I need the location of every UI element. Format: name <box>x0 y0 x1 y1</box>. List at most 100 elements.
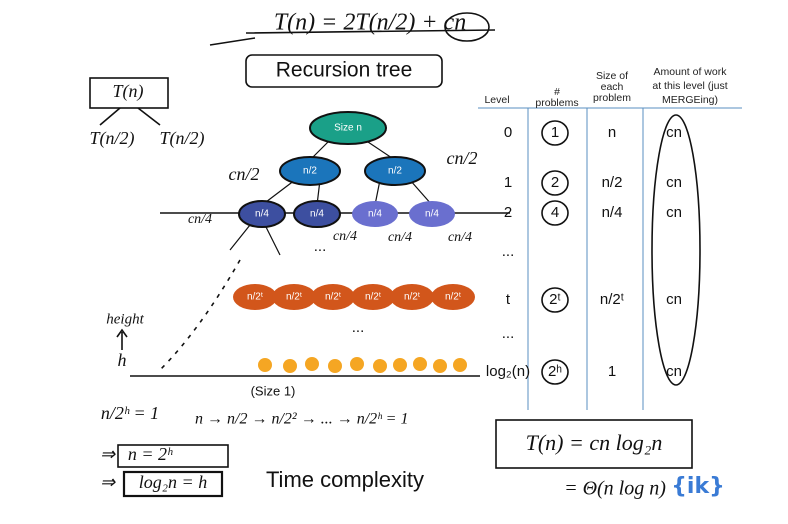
cost-note: cn/2 <box>447 148 478 168</box>
root-box <box>89 77 169 109</box>
tree-node <box>390 284 434 310</box>
column-header: Level <box>484 94 509 106</box>
node-label: n/2ᵗ <box>404 292 420 303</box>
table-cell: log₂(n) <box>486 363 530 380</box>
derivation: log₂n = h <box>139 472 207 492</box>
table-cell: n/4 <box>602 204 623 221</box>
height-arrow <box>116 328 128 350</box>
root-note: T(n) <box>113 81 144 102</box>
tree-node <box>293 200 341 228</box>
table-cell: cn <box>666 291 682 308</box>
table-cell: t <box>506 291 511 308</box>
implies: ⇒ <box>100 444 116 464</box>
tree-node <box>409 201 455 227</box>
cost-note: cn/4 <box>388 230 412 245</box>
cost-note: cn/4 <box>188 212 212 227</box>
tree-edges <box>229 139 433 256</box>
cell-circle <box>541 170 569 196</box>
cell-circle <box>541 287 569 313</box>
implies: ⇒ <box>100 472 116 492</box>
tree-node <box>238 200 286 228</box>
height-label: height <box>106 311 144 327</box>
column-header: Size of each problem <box>593 70 631 104</box>
tree-node <box>311 284 355 310</box>
node-label: n/4 <box>368 209 382 220</box>
tree-node <box>309 111 387 145</box>
tree-node <box>364 156 426 186</box>
table-cell: cn <box>666 363 682 380</box>
leaf-node <box>413 357 427 371</box>
logo: {ik} <box>671 474 725 499</box>
table-cell: 0 <box>504 124 512 141</box>
leaf-node <box>350 357 364 371</box>
table-cell: 1 <box>504 174 512 191</box>
cell-circle <box>541 200 569 226</box>
node-label: n/4 <box>425 209 439 220</box>
node-label: n/2 <box>303 166 317 177</box>
node-label: n/2ᵗ <box>325 292 341 303</box>
leaf-note: (Size 1) <box>251 383 296 398</box>
child-note: T(n/2) <box>160 128 205 149</box>
tree-node <box>233 284 277 310</box>
table-cell: 2ʰ <box>548 363 562 380</box>
leaf-node <box>393 358 407 372</box>
dots: ... <box>352 319 365 336</box>
leaf-node <box>453 358 467 372</box>
cell-circle <box>541 359 569 385</box>
table-cell: ... <box>502 325 515 342</box>
node-label: n/2ᵗ <box>247 292 263 303</box>
node-label: n/2ᵗ <box>445 292 461 303</box>
leaf-node <box>258 358 272 372</box>
derivation: n = 2ʰ <box>128 444 173 464</box>
table-cell: 1 <box>608 363 616 380</box>
result-line: = Θ(n log n) <box>564 478 666 500</box>
dots: ... <box>314 238 327 255</box>
table-cell: 2 <box>551 174 559 191</box>
leaf-node <box>305 357 319 371</box>
h-label: h <box>118 350 127 370</box>
node-label: n/2ᵗ <box>286 292 302 303</box>
result-heading: Time complexity <box>266 467 424 492</box>
leaf-node <box>328 359 342 373</box>
title-underline <box>209 29 496 46</box>
leaf-node <box>283 359 297 373</box>
table-cell: 2 <box>504 204 512 221</box>
table-cell: ... <box>502 243 515 260</box>
derivation-box <box>117 444 229 468</box>
note-branches <box>99 107 161 126</box>
node-label: n/2ᵗ <box>365 292 381 303</box>
table-cell: cn <box>666 204 682 221</box>
cost-note: cn/4 <box>448 230 472 245</box>
column-header: Amount of work at this level (just MERGEin… <box>652 66 727 106</box>
cost-note: cn/2 <box>229 164 260 184</box>
subtitle: Recursion tree <box>276 59 413 82</box>
child-note: T(n/2) <box>90 128 135 149</box>
work-loop <box>651 114 701 386</box>
node-label: n/4 <box>310 209 324 220</box>
leaf-node <box>433 359 447 373</box>
tree-node <box>272 284 316 310</box>
tree-node <box>279 156 341 186</box>
table-cell: 2ᵗ <box>549 291 561 308</box>
result-line: T(n) = cn log₂n <box>526 430 663 455</box>
cn-circle <box>444 12 490 42</box>
tree-node <box>352 201 398 227</box>
result-box <box>495 419 693 469</box>
subtitle-box <box>245 54 443 88</box>
table-cell: 4 <box>551 204 559 221</box>
table-cell: n/2ᵗ <box>600 291 624 308</box>
tree-node <box>351 284 395 310</box>
leaf-node <box>373 359 387 373</box>
cost-note: cn/4 <box>333 229 357 244</box>
node-label: n/4 <box>255 209 269 220</box>
derivation: n/2ʰ = 1 <box>101 403 159 423</box>
derivation-box <box>122 470 224 498</box>
chain: n → n/2 → n/2² → ... → n/2ʰ = 1 <box>195 411 408 428</box>
height-curve <box>159 259 241 371</box>
table-cell: n <box>608 124 616 141</box>
table-cell: 1 <box>551 124 559 141</box>
table-cell: cn <box>666 124 682 141</box>
table-cell: n/2 <box>602 174 623 191</box>
